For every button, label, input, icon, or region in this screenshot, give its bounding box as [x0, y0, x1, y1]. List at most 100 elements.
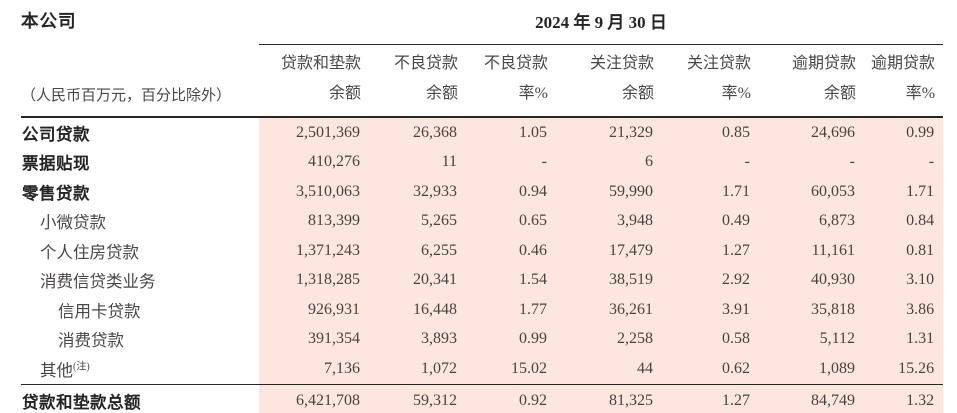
column-header: 逾期贷款率%	[864, 44, 944, 118]
data-cell: 1.27	[662, 383, 759, 413]
company-label: 本公司	[21, 11, 77, 31]
data-cell: 84,749	[759, 383, 864, 413]
data-cell: 17,479	[556, 236, 662, 266]
data-cell: 1,318,285	[259, 265, 369, 295]
table-row: 消费贷款 391,354 3,893 0.99 2,258 0.58 5,112 1.31	[21, 324, 944, 354]
data-cell: 1,371,243	[259, 236, 369, 266]
data-cell: 0.49	[662, 206, 759, 236]
data-cell: 0.85	[662, 117, 759, 148]
data-cell: 3.10	[864, 265, 944, 295]
data-cell: -	[759, 147, 864, 177]
column-header-line1: 逾期贷款	[791, 55, 856, 72]
data-cell: 1.71	[864, 177, 944, 207]
row-label: 公司贷款	[22, 124, 90, 144]
data-cell: 5,265	[369, 206, 466, 236]
table-row: 个人住房贷款 1,371,243 6,255 0.46 17,479 1.27 11,161…	[21, 236, 944, 266]
data-cell: 2.92	[662, 265, 759, 295]
data-cell: 0.65	[466, 206, 556, 236]
unit-note: （人民币百万元，百分比除外）	[21, 88, 232, 104]
table-row: 其他(注) 7,136 1,072 15.02 44 0.62 1,089 15.26	[21, 354, 944, 384]
data-cell: 38,519	[556, 265, 662, 295]
table-row: 信用卡贷款 926,931 16,448 1.77 36,261 3.91 35,818 3.…	[21, 295, 944, 325]
row-label: 信用卡贷款	[58, 301, 141, 321]
column-header: 关注贷款率%	[662, 44, 759, 118]
row-label: 消费信贷类业务	[40, 272, 156, 292]
data-cell: 1.31	[864, 324, 944, 354]
column-header: 逾期贷款 余额	[759, 44, 864, 118]
data-cell: 0.58	[662, 324, 759, 354]
data-cell: 0.99	[864, 117, 944, 148]
corner-cell: 本公司 （人民币百万元，百分比除外）	[21, 6, 259, 118]
data-cell: 7,136	[259, 354, 369, 384]
table-header: 本公司 （人民币百万元，百分比除外） 2024 年 9 月 30 日 贷款和垫款…	[21, 6, 944, 118]
column-header-line1: 不良贷款	[393, 55, 458, 72]
footnote-marker: (注)	[73, 361, 90, 373]
data-cell: 21,329	[556, 117, 662, 148]
row-label: 票据贴现	[22, 154, 90, 174]
data-cell: 15.02	[466, 354, 556, 384]
report-date-text: 2024 年 9 月 30 日	[535, 13, 667, 32]
data-cell: 1,089	[759, 354, 864, 384]
table-body: 公司贷款 2,501,369 26,368 1.05 21,329 0.85 24,696 0…	[21, 117, 944, 413]
column-header-line1: 贷款和垫款	[280, 55, 361, 72]
data-cell: 813,399	[259, 206, 369, 236]
column-header-line1: 逾期贷款	[871, 55, 936, 72]
data-cell: 5,112	[759, 324, 864, 354]
column-header-line2: 余额	[621, 85, 654, 102]
data-cell: 0.81	[864, 236, 944, 266]
data-cell: 1.27	[662, 236, 759, 266]
data-cell: 0.46	[466, 236, 556, 266]
row-label: 小微贷款	[40, 213, 106, 233]
data-cell: 59,990	[556, 177, 662, 207]
data-cell: 81,325	[556, 383, 662, 413]
data-cell: 15.26	[864, 354, 944, 384]
table-row: 消费信贷类业务 1,318,285 20,341 1.54 38,519 2.92 40,9…	[21, 265, 944, 295]
table-row: 零售贷款 3,510,063 32,933 0.94 59,990 1.71 60,053 1…	[21, 177, 944, 207]
data-cell: 26,368	[369, 117, 466, 148]
data-cell: 391,354	[259, 324, 369, 354]
data-cell: 1.54	[466, 265, 556, 295]
data-cell: 3,948	[556, 206, 662, 236]
data-cell: 1.77	[466, 295, 556, 325]
data-cell: 3,893	[369, 324, 466, 354]
loan-quality-table: 本公司 （人民币百万元，百分比除外） 2024 年 9 月 30 日 贷款和垫款…	[21, 6, 944, 413]
data-cell: 11	[369, 147, 466, 177]
data-cell: 16,448	[369, 295, 466, 325]
column-header-line2: 率%	[518, 85, 548, 102]
data-cell: 59,312	[369, 383, 466, 413]
data-cell: 0.62	[662, 354, 759, 384]
column-header: 关注贷款 余额	[556, 44, 662, 118]
column-header-line2: 余额	[425, 85, 458, 102]
data-cell: 3.91	[662, 295, 759, 325]
data-cell: 11,161	[759, 236, 864, 266]
column-header-line2: 余额	[328, 85, 361, 102]
date-header-row: 本公司 （人民币百万元，百分比除外） 2024 年 9 月 30 日	[21, 6, 944, 118]
data-cell: 6,421,708	[259, 383, 369, 413]
row-label: 贷款和垫款总额	[21, 383, 259, 413]
column-header: 不良贷款 率%	[466, 44, 556, 118]
data-cell: 1.05	[466, 117, 556, 148]
column-header: 贷款和垫款余额	[259, 44, 369, 118]
data-cell: 40,930	[759, 265, 864, 295]
data-cell: 6	[556, 147, 662, 177]
column-header-line1: 关注贷款	[686, 55, 751, 72]
data-cell: 3.86	[864, 295, 944, 325]
data-cell: 0.92	[466, 383, 556, 413]
total-row: 贷款和垫款总额 6,421,708 59,312 0.92 81,325 1.27 84,7…	[21, 383, 944, 413]
table-row: 公司贷款 2,501,369 26,368 1.05 21,329 0.85 24,696 0…	[21, 117, 944, 148]
data-cell: 20,341	[369, 265, 466, 295]
table-row: 小微贷款 813,399 5,265 0.65 3,948 0.49 6,873 0.84	[21, 206, 944, 236]
data-cell: -	[662, 147, 759, 177]
data-cell: 0.99	[466, 324, 556, 354]
column-header-line2: 率%	[905, 85, 936, 102]
column-header-line2: 率%	[721, 85, 751, 102]
data-cell: 6,873	[759, 206, 864, 236]
data-cell: -	[864, 147, 944, 177]
column-header-row: 贷款和垫款 余额 不良贷款 余额 不良贷款 率% 关注贷款 余额 关注贷款 率% 逾期贷款 余额 逾期贷…	[21, 44, 944, 118]
row-label: 其他(注)	[40, 360, 90, 380]
corner-flex: 本公司 （人民币百万元，百分比除外）	[21, 6, 259, 109]
row-label: 个人住房贷款	[40, 242, 139, 262]
data-cell: 36,261	[556, 295, 662, 325]
data-cell: 35,818	[759, 295, 864, 325]
